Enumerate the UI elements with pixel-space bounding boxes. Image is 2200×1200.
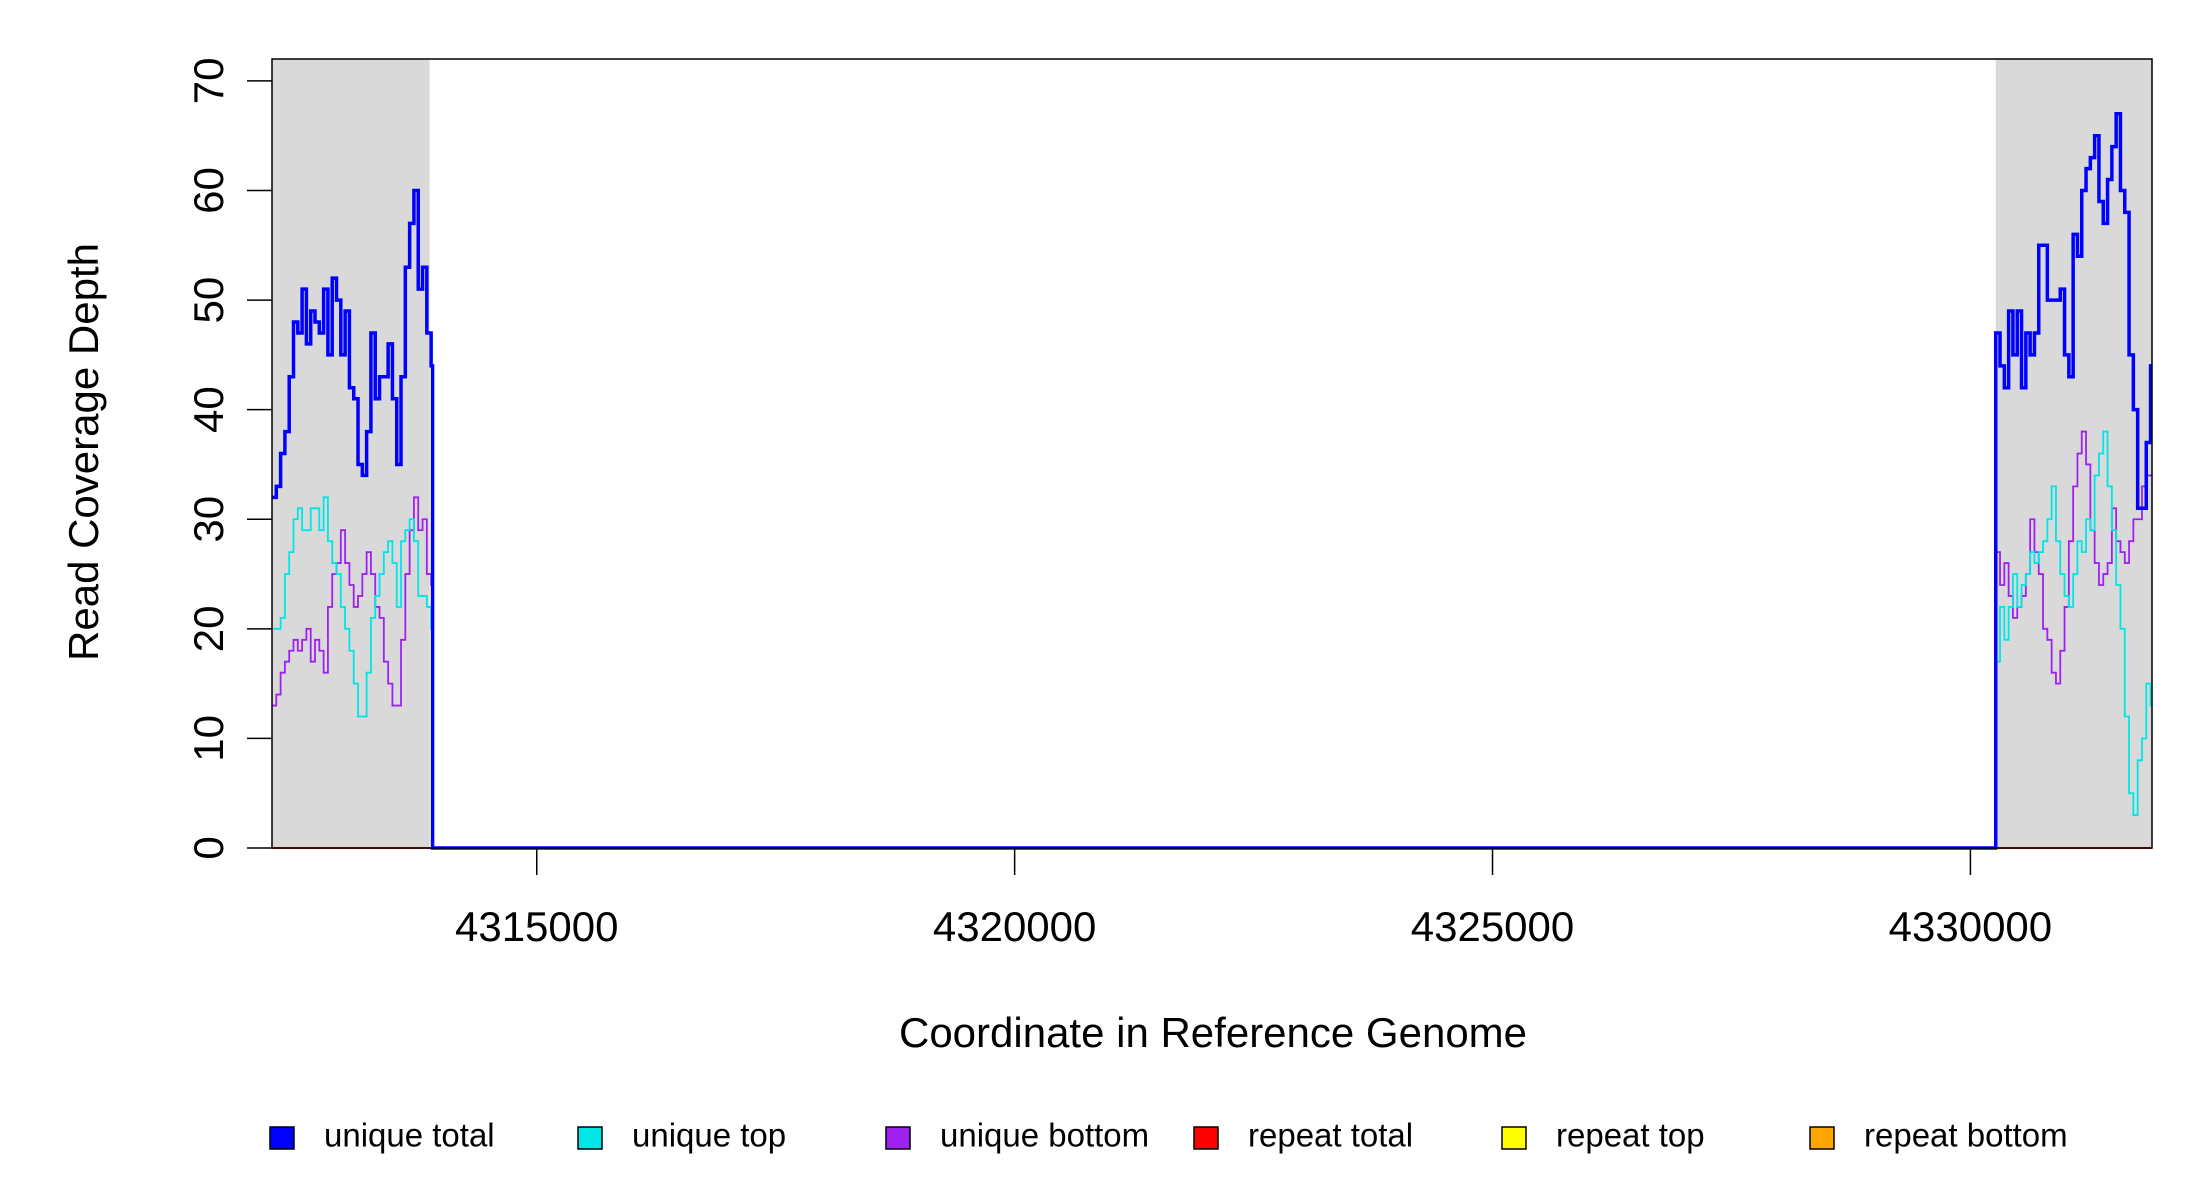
legend-label: unique top	[632, 1117, 786, 1154]
shaded-region	[272, 59, 430, 848]
y-tick-label: 70	[185, 58, 232, 105]
series-line	[272, 112, 2153, 850]
legend-label: unique bottom	[940, 1117, 1149, 1154]
legend-swatch	[577, 1126, 603, 1150]
plot-frame	[271, 58, 2153, 849]
legend-swatch	[1501, 1126, 1527, 1150]
series-line	[272, 430, 2152, 849]
x-axis-label: Coordinate in Reference Genome	[899, 1009, 1527, 1056]
y-tick-label: 50	[185, 277, 232, 324]
x-tick-label: 4320000	[933, 903, 1097, 950]
y-axis-label: Read Coverage Depth	[60, 243, 107, 661]
x-tick-label: 4315000	[455, 903, 619, 950]
legend-swatch	[1809, 1126, 1835, 1150]
y-tick-label: 60	[185, 167, 232, 214]
legend-label: unique total	[324, 1117, 495, 1154]
y-tick-label: 30	[185, 496, 232, 543]
y-tick-label: 10	[185, 715, 232, 762]
legend-label: repeat total	[1248, 1117, 1413, 1154]
x-tick-label: 4330000	[1889, 903, 2053, 950]
legend-label: repeat top	[1556, 1117, 1705, 1154]
series-line	[272, 430, 2152, 849]
y-tick-label: 20	[185, 605, 232, 652]
legend-label: repeat bottom	[1864, 1117, 2068, 1154]
x-tick-label: 4325000	[1411, 903, 1575, 950]
legend-swatch	[1193, 1126, 1219, 1150]
legend-swatch	[269, 1126, 295, 1150]
y-tick-label: 40	[185, 386, 232, 433]
legend-swatch	[885, 1126, 911, 1150]
y-tick-label: 0	[185, 836, 232, 859]
